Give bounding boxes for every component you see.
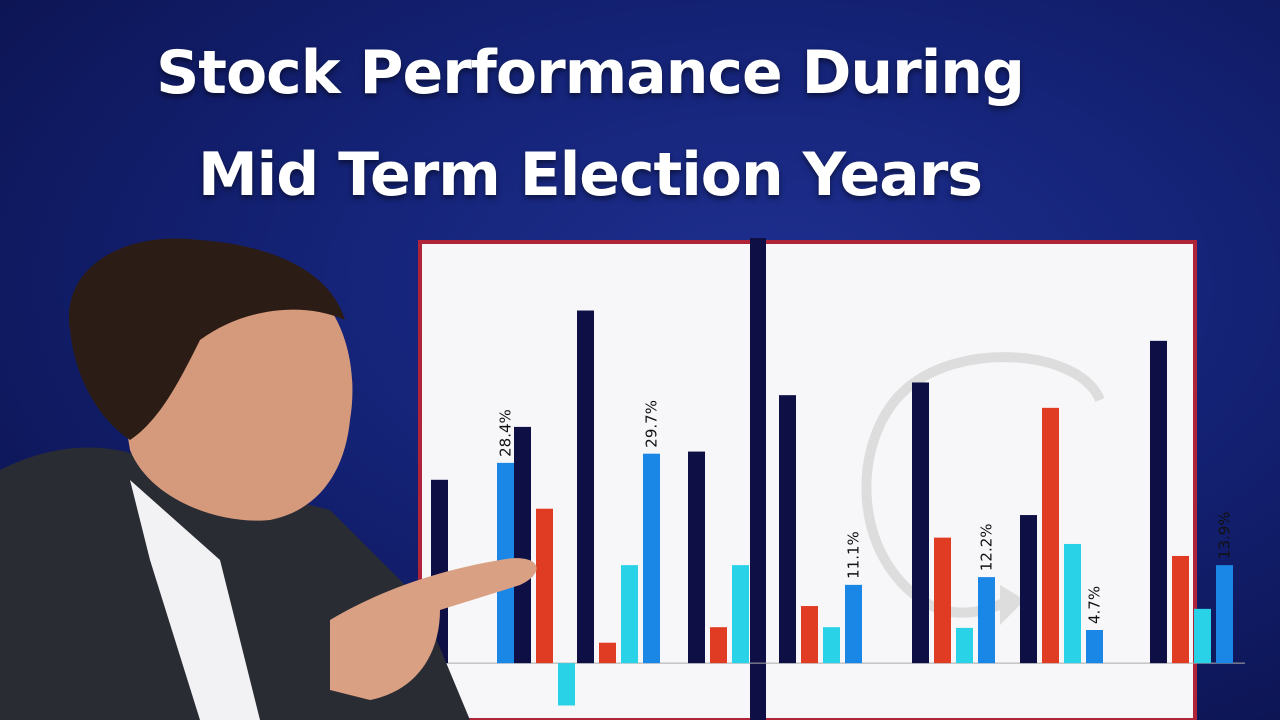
bar xyxy=(643,453,660,664)
title-line: Stock Performance During xyxy=(156,38,1025,108)
bar xyxy=(1020,515,1037,664)
bar xyxy=(599,642,616,664)
value-label: 4.7% xyxy=(1086,586,1104,624)
value-label: 29.7% xyxy=(643,400,661,448)
bar xyxy=(779,395,796,664)
bar xyxy=(688,451,705,664)
bar xyxy=(823,627,840,664)
person xyxy=(0,238,537,720)
bar xyxy=(845,584,862,664)
bar xyxy=(956,627,973,664)
bar xyxy=(1194,608,1211,664)
bar xyxy=(934,537,951,664)
hair xyxy=(68,238,346,440)
value-label: 28.4% xyxy=(497,409,515,457)
title-line: Mid Term Election Years xyxy=(197,140,983,210)
bar xyxy=(912,382,929,664)
arrow-head xyxy=(1000,585,1025,625)
panel-divider xyxy=(750,238,766,720)
shirt xyxy=(130,480,260,720)
bar xyxy=(1064,543,1081,664)
value-label: 11.1% xyxy=(845,531,863,579)
bar xyxy=(1150,340,1167,664)
bar xyxy=(577,310,594,664)
bar xyxy=(710,627,727,664)
bar xyxy=(801,606,818,664)
bar xyxy=(732,565,749,664)
bar xyxy=(621,565,638,664)
bar xyxy=(514,426,531,664)
value-label: 13.9% xyxy=(1216,511,1234,559)
arrow xyxy=(861,352,1105,618)
bar xyxy=(1042,407,1059,664)
value-label: 12.2% xyxy=(978,523,996,571)
bar xyxy=(1172,555,1189,664)
bar xyxy=(1216,565,1233,664)
hand xyxy=(330,558,537,700)
bar xyxy=(978,577,995,664)
bar xyxy=(536,508,553,664)
bar xyxy=(558,663,575,706)
bar xyxy=(1086,630,1103,664)
